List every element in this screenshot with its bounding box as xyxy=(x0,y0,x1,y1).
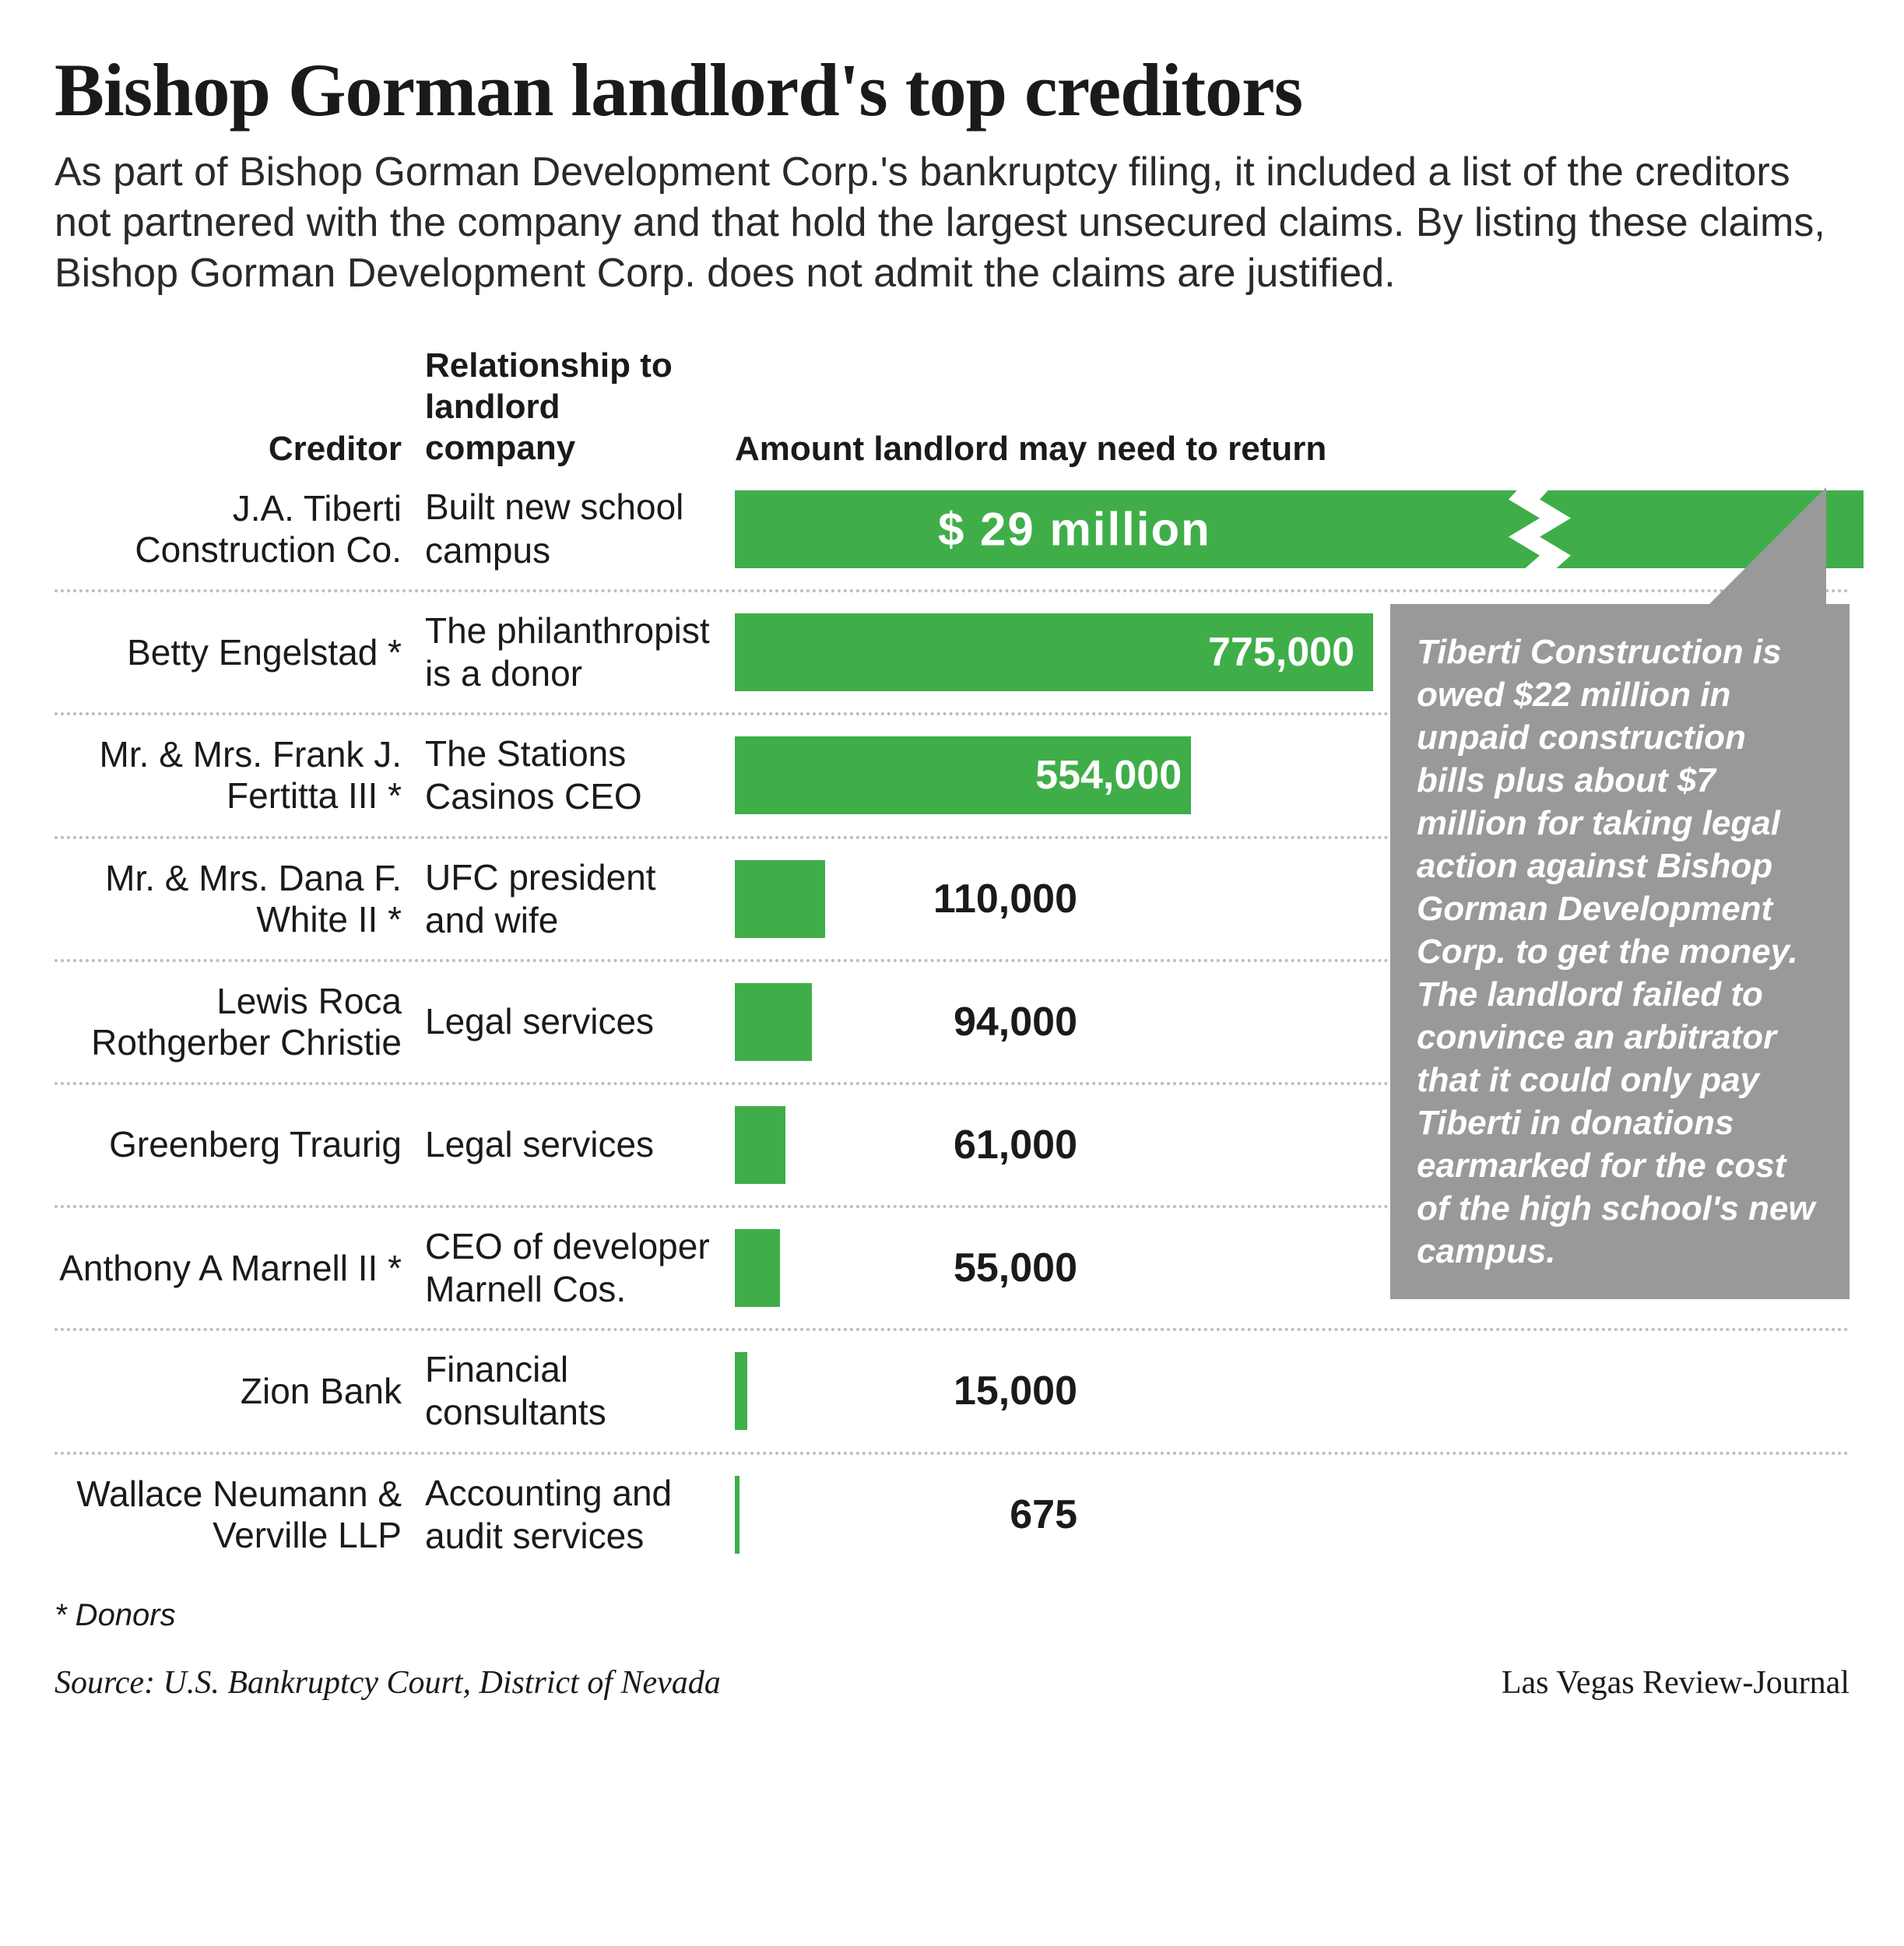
table-row: J.A. Tiberti Construction Co.Built new s… xyxy=(54,469,1850,592)
amount-bar xyxy=(735,1352,747,1430)
column-headers-row: Creditor Relationship to landlord compan… xyxy=(54,346,1850,469)
relationship-text: Financial consultants xyxy=(420,1348,716,1434)
amount-bar xyxy=(735,860,825,938)
relationship-text: Accounting and audit services xyxy=(420,1472,716,1558)
creditor-name: Greenberg Traurig xyxy=(54,1124,420,1165)
relationship-text: Legal services xyxy=(420,1123,716,1166)
col-header-relationship: Relationship to landlord company xyxy=(420,346,716,469)
creditor-name: Lewis Roca Rothgerber Christie xyxy=(54,981,420,1063)
creditor-name: J.A. Tiberti Construction Co. xyxy=(54,488,420,571)
amount-label: 15,000 xyxy=(954,1368,1077,1414)
creditor-name: Wallace Neumann & Verville LLP xyxy=(54,1474,420,1556)
amount-label: $ 29 million xyxy=(938,502,1211,556)
infographic-root: Bishop Gorman landlord's top creditors A… xyxy=(0,0,1904,1741)
axis-break-icon xyxy=(1501,483,1594,576)
deck-paragraph: As part of Bishop Gorman Development Cor… xyxy=(54,147,1850,299)
amount-label: 775,000 xyxy=(1208,629,1354,676)
callout-box: Tiberti Construction is owed $22 million… xyxy=(1390,604,1850,1299)
amount-label: 61,000 xyxy=(954,1122,1077,1168)
source-line: Source: U.S. Bankruptcy Court, District … xyxy=(54,1664,721,1702)
publication-credit: Las Vegas Review-Journal xyxy=(1502,1664,1850,1702)
amount-bar xyxy=(735,1106,785,1184)
relationship-text: The Stations Casinos CEO xyxy=(420,732,716,818)
callout-pointer-icon xyxy=(1709,487,1826,604)
source-credit-row: Source: U.S. Bankruptcy Court, District … xyxy=(54,1664,1850,1702)
rows-container: J.A. Tiberti Construction Co.Built new s… xyxy=(54,469,1850,1575)
relationship-text: UFC president and wife xyxy=(420,856,716,942)
headline: Bishop Gorman landlord's top creditors xyxy=(54,47,1850,133)
amount-label: 675 xyxy=(1010,1491,1077,1538)
relationship-text: The philanthropist is a donor xyxy=(420,609,716,695)
relationship-text: CEO of developer Marnell Cos. xyxy=(420,1225,716,1311)
amount-bar xyxy=(735,983,812,1061)
creditor-name: Zion Bank xyxy=(54,1371,420,1412)
col-header-amount: Amount landlord may need to return xyxy=(716,430,1850,469)
creditor-name: Mr. & Mrs. Dana F. White II * xyxy=(54,858,420,940)
bar-cell: $ 29 million xyxy=(735,486,1850,572)
relationship-text: Legal services xyxy=(420,1000,716,1043)
amount-bar xyxy=(735,1229,780,1307)
amount-label: 94,000 xyxy=(954,999,1077,1045)
amount-bar xyxy=(735,490,1864,568)
relationship-text: Built new school campus xyxy=(420,486,716,571)
creditor-name: Anthony A Marnell II * xyxy=(54,1248,420,1289)
table-row: Zion BankFinancial consultants 15,000 xyxy=(54,1331,1850,1454)
creditor-name: Mr. & Mrs. Frank J. Fertitta III * xyxy=(54,734,420,817)
table-row: Wallace Neumann & Verville LLPAccounting… xyxy=(54,1455,1850,1575)
creditor-name: Betty Engelstad * xyxy=(54,632,420,673)
footnote-donors: * Donors xyxy=(54,1598,1850,1633)
col-header-creditor: Creditor xyxy=(54,430,420,469)
amount-bar xyxy=(735,1476,739,1554)
amount-label: 554,000 xyxy=(1035,752,1182,799)
amount-label: 110,000 xyxy=(933,876,1077,922)
bar-cell: 15,000 xyxy=(735,1348,1850,1434)
bar-cell: 675 xyxy=(735,1472,1850,1558)
amount-label: 55,000 xyxy=(954,1245,1077,1291)
